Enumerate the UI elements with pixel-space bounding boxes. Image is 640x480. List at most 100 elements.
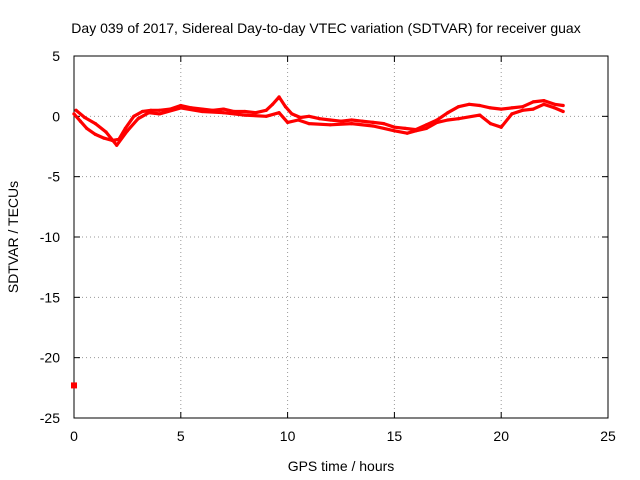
y-tick-label: -20 [40, 350, 60, 366]
data-point [132, 114, 136, 118]
data-point [531, 107, 535, 111]
y-tick-label: -15 [40, 289, 60, 305]
data-point [200, 109, 204, 114]
data-point [318, 117, 322, 121]
y-tick-label: -10 [40, 229, 60, 245]
data-point [456, 105, 461, 109]
data-point [488, 106, 493, 110]
data-point [350, 118, 354, 122]
data-point [286, 120, 290, 124]
data-point [521, 108, 525, 112]
data-point [149, 108, 153, 112]
data-point [136, 117, 140, 121]
x-tick-label: 10 [280, 428, 296, 444]
data-point [405, 131, 409, 135]
data-point [424, 123, 428, 127]
x-tick-label: 25 [600, 428, 616, 444]
data-point [264, 114, 268, 118]
data-point [371, 120, 375, 124]
x-axis-label: GPS time / hours [288, 458, 395, 474]
data-point [72, 112, 76, 116]
data-point [243, 109, 247, 114]
x-tick-label: 0 [70, 428, 78, 444]
data-point [74, 108, 78, 112]
data-point [298, 115, 302, 120]
data-point [328, 118, 332, 122]
data-point [339, 119, 343, 123]
data-point [478, 113, 482, 117]
data-series-band-1 [72, 95, 565, 143]
data-point [446, 111, 450, 115]
x-tick-label: 15 [387, 428, 403, 444]
data-point [403, 126, 407, 130]
data-point [424, 126, 428, 130]
data-point [499, 107, 503, 111]
outlier-point [71, 382, 77, 389]
data-point [521, 105, 525, 109]
data-point [446, 118, 450, 122]
data-point [277, 95, 281, 99]
data-point [271, 102, 275, 106]
series-layer [71, 95, 565, 389]
data-point [382, 122, 386, 126]
data-point [140, 109, 144, 114]
data-point [499, 125, 503, 129]
data-point [157, 108, 161, 112]
data-point [157, 112, 161, 116]
data-point [102, 136, 106, 140]
x-tick-label: 20 [493, 428, 509, 444]
data-point [221, 107, 226, 111]
data-point [115, 143, 119, 147]
data-point [510, 106, 514, 110]
y-axis-label: SDTVAR / TECUs [5, 181, 21, 293]
data-point [542, 99, 546, 103]
data-point [277, 111, 281, 115]
data-point [93, 132, 97, 136]
y-tick-label: 5 [52, 48, 60, 64]
data-point [179, 103, 183, 108]
data-point [392, 129, 396, 133]
data-point [123, 126, 127, 130]
data-point [392, 125, 396, 129]
data-point [553, 102, 557, 106]
grid [74, 56, 608, 418]
data-point [296, 118, 300, 122]
data-point [456, 117, 461, 121]
data-point [290, 112, 294, 116]
data-point [561, 109, 565, 114]
data-point [147, 111, 151, 115]
y-tick-label: 0 [52, 108, 60, 124]
data-point [78, 119, 82, 123]
y-tick-label: -5 [48, 169, 61, 185]
axis-ticks: 0 5 10 15 20 25 5 0 -5 -10 -15 -20 -25 [40, 48, 616, 444]
data-point [104, 130, 108, 134]
data-point [93, 122, 97, 126]
data-point [488, 122, 493, 126]
data-point [350, 122, 354, 126]
data-point [435, 120, 439, 124]
data-point [243, 113, 247, 117]
data-point [510, 112, 514, 116]
data-point [83, 115, 87, 120]
data-point [360, 119, 364, 123]
x-tick-label: 5 [177, 428, 185, 444]
data-point [542, 102, 546, 106]
y-tick-label: -25 [40, 410, 60, 426]
data-point [179, 106, 183, 110]
data-point [85, 126, 89, 130]
data-point [531, 100, 535, 104]
data-point [283, 105, 288, 109]
data-point [371, 124, 375, 128]
data-point [221, 111, 226, 115]
data-point [467, 102, 471, 106]
data-point [561, 103, 565, 108]
chart-title: Day 039 of 2017, Sidereal Day-to-day VTE… [71, 20, 580, 36]
data-point [328, 123, 332, 127]
data-point [307, 122, 311, 126]
data-point [125, 129, 129, 133]
data-point [307, 114, 311, 118]
data-point [478, 103, 482, 108]
data-point [264, 108, 268, 112]
